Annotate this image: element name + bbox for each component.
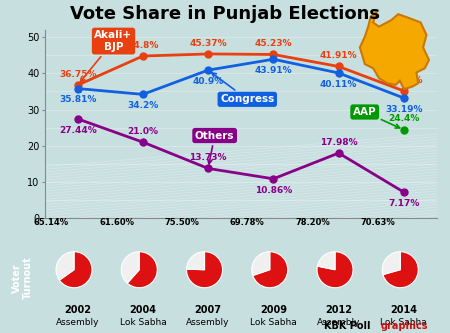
Text: 13.73%: 13.73% — [189, 153, 227, 162]
Text: 2014: 2014 — [391, 305, 418, 315]
Text: 7.17%: 7.17% — [388, 199, 419, 208]
Text: 44.8%: 44.8% — [127, 41, 158, 50]
Text: Assembly: Assembly — [317, 318, 360, 327]
Text: Lok Sabha: Lok Sabha — [381, 318, 427, 327]
Text: 36.75%: 36.75% — [59, 70, 96, 79]
Wedge shape — [383, 252, 418, 288]
Text: Lok Sabha: Lok Sabha — [120, 318, 166, 327]
Text: 33.19%: 33.19% — [385, 105, 423, 114]
Text: 61.60%: 61.60% — [99, 218, 134, 227]
Wedge shape — [252, 252, 270, 275]
Text: KBK Poll: KBK Poll — [324, 321, 370, 331]
Text: 24.4%: 24.4% — [388, 115, 419, 124]
Text: 43.91%: 43.91% — [255, 66, 292, 75]
Text: Akali+
BJP: Akali+ BJP — [81, 30, 133, 82]
Text: AAP: AAP — [353, 107, 400, 128]
Text: Vote Share in Punjab Elections: Vote Share in Punjab Elections — [70, 5, 380, 23]
Text: 70.63%: 70.63% — [360, 218, 395, 227]
Wedge shape — [317, 252, 353, 288]
Text: 41.91%: 41.91% — [320, 51, 357, 60]
Text: 2004: 2004 — [130, 305, 157, 315]
Wedge shape — [382, 252, 400, 275]
Wedge shape — [187, 252, 222, 288]
Text: Voter
Turnout: Voter Turnout — [12, 257, 33, 299]
Wedge shape — [127, 252, 157, 288]
Text: 21.0%: 21.0% — [127, 127, 158, 136]
Wedge shape — [122, 252, 140, 283]
Text: Lok Sabha: Lok Sabha — [250, 318, 297, 327]
Text: 27.44%: 27.44% — [59, 126, 96, 135]
Wedge shape — [59, 252, 92, 288]
Text: 45.37%: 45.37% — [189, 39, 227, 48]
Text: 75.50%: 75.50% — [165, 218, 199, 227]
Text: Congress: Congress — [212, 73, 274, 104]
Text: 40.9%: 40.9% — [193, 77, 224, 86]
Polygon shape — [360, 12, 429, 89]
Text: Assembly: Assembly — [56, 318, 99, 327]
Text: 65.14%: 65.14% — [34, 218, 69, 227]
Wedge shape — [253, 252, 288, 288]
Text: 10.86%: 10.86% — [255, 186, 292, 195]
Text: 40.11%: 40.11% — [320, 80, 357, 89]
Text: 17.98%: 17.98% — [320, 138, 357, 147]
Text: 2012: 2012 — [325, 305, 352, 315]
Text: 35.81%: 35.81% — [59, 96, 96, 105]
Text: 69.78%: 69.78% — [230, 218, 265, 227]
Wedge shape — [317, 252, 335, 270]
Text: 45.23%: 45.23% — [255, 39, 292, 48]
Text: graphics: graphics — [380, 321, 428, 331]
Text: Others: Others — [195, 131, 234, 164]
Text: Assembly: Assembly — [186, 318, 230, 327]
Text: 2007: 2007 — [194, 305, 221, 315]
Wedge shape — [187, 252, 205, 270]
Text: 2002: 2002 — [64, 305, 91, 315]
Text: 34.2%: 34.2% — [127, 101, 158, 110]
Wedge shape — [56, 252, 74, 280]
Text: 35.14%: 35.14% — [385, 76, 423, 85]
Text: 78.20%: 78.20% — [295, 218, 330, 227]
Text: 2009: 2009 — [260, 305, 287, 315]
